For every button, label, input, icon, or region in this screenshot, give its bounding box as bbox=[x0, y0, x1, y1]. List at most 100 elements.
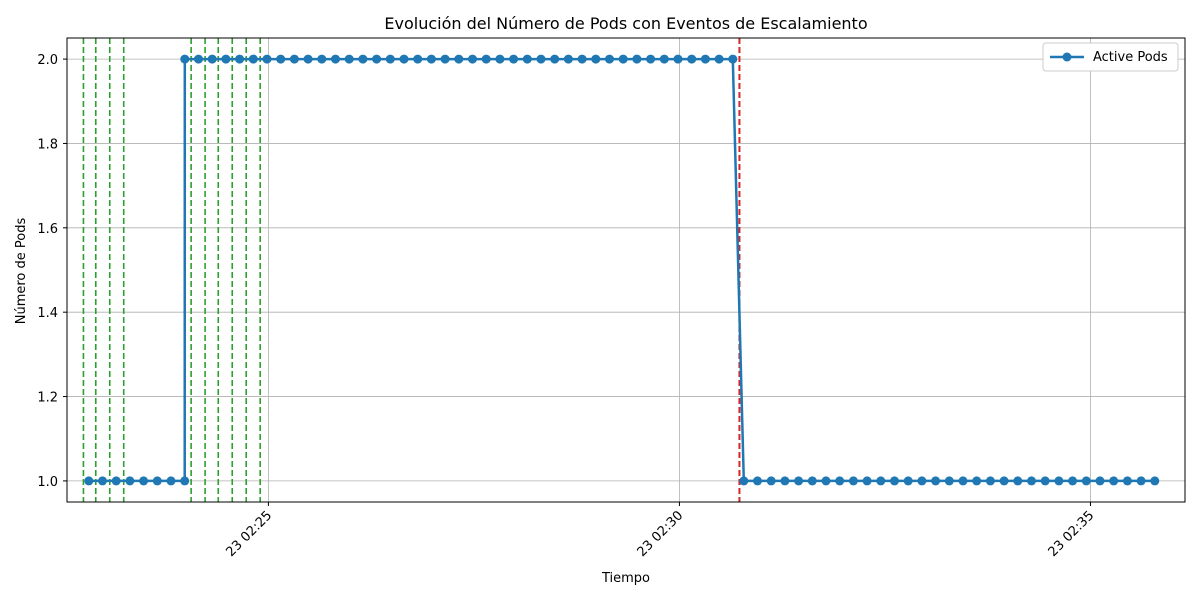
data-point bbox=[481, 54, 491, 64]
y-axis: 1.0 1.2 1.4 1.6 1.8 2.0 bbox=[37, 53, 67, 490]
data-point bbox=[303, 54, 313, 64]
legend-label-active-pods: Active Pods bbox=[1093, 50, 1168, 65]
data-point bbox=[180, 54, 190, 64]
data-point bbox=[605, 54, 614, 64]
chart-title: Evolución del Número de Pods con Eventos… bbox=[384, 14, 867, 33]
x-axis-label: Tiempo bbox=[601, 571, 650, 586]
data-point bbox=[207, 54, 217, 64]
data-point bbox=[522, 54, 532, 64]
data-point bbox=[917, 476, 927, 486]
data-point bbox=[728, 54, 738, 64]
data-point bbox=[1095, 476, 1105, 486]
data-point bbox=[632, 54, 642, 64]
data-point bbox=[591, 54, 601, 64]
data-point bbox=[276, 54, 286, 64]
data-point bbox=[700, 54, 710, 64]
data-point bbox=[985, 476, 995, 486]
legend-marker bbox=[1062, 52, 1072, 62]
data-point bbox=[794, 476, 804, 486]
x-axis: 23 02:25 23 02:30 23 02:35 bbox=[224, 502, 1098, 560]
data-point bbox=[166, 476, 176, 486]
data-point bbox=[344, 54, 354, 64]
data-point bbox=[618, 54, 628, 64]
data-point bbox=[248, 54, 258, 64]
data-point bbox=[180, 476, 190, 486]
data-point bbox=[687, 54, 697, 64]
data-point bbox=[862, 476, 872, 486]
data-point bbox=[152, 476, 162, 486]
scaling-events bbox=[82, 38, 741, 502]
data-point bbox=[903, 476, 913, 486]
data-point bbox=[317, 54, 327, 64]
data-point bbox=[111, 476, 121, 486]
data-point bbox=[139, 476, 149, 486]
data-point bbox=[454, 54, 464, 64]
data-point bbox=[84, 476, 94, 486]
data-point bbox=[385, 54, 395, 64]
data-point bbox=[753, 476, 762, 486]
data-point bbox=[577, 54, 587, 64]
data-point bbox=[931, 476, 941, 486]
legend-box bbox=[1042, 42, 1179, 72]
data-point bbox=[1081, 476, 1091, 486]
data-point bbox=[999, 476, 1009, 486]
data-point bbox=[262, 54, 272, 64]
data-point bbox=[766, 476, 776, 486]
data-point bbox=[673, 54, 683, 64]
data-point bbox=[1136, 476, 1146, 486]
data-point bbox=[659, 54, 669, 64]
data-point bbox=[807, 476, 817, 486]
data-point bbox=[358, 54, 368, 64]
legend: Active Pods bbox=[1042, 42, 1179, 72]
data-point bbox=[714, 54, 724, 64]
data-point bbox=[194, 54, 203, 64]
data-point bbox=[1150, 476, 1160, 486]
data-point bbox=[98, 476, 107, 486]
data-point bbox=[876, 476, 886, 486]
x-tick-label: 23 02:25 bbox=[224, 508, 276, 560]
data-point bbox=[125, 476, 135, 486]
data-point bbox=[1122, 476, 1132, 486]
data-point bbox=[739, 476, 749, 486]
data-point bbox=[780, 476, 790, 486]
data-point bbox=[289, 54, 299, 64]
data-point bbox=[550, 54, 560, 64]
data-point bbox=[221, 54, 231, 64]
series-active-pods bbox=[84, 54, 1160, 486]
data-point bbox=[372, 54, 382, 64]
y-axis-label: Número de Pods bbox=[14, 218, 29, 325]
data-point bbox=[440, 54, 450, 64]
y-tick-label: 1.2 bbox=[37, 391, 58, 406]
data-point bbox=[495, 54, 505, 64]
data-point bbox=[890, 476, 899, 486]
data-point bbox=[468, 54, 477, 64]
y-tick-label: 1.0 bbox=[37, 475, 58, 490]
plot-frame bbox=[66, 37, 1186, 503]
data-point bbox=[331, 54, 340, 64]
data-point bbox=[426, 54, 436, 64]
y-tick-label: 1.6 bbox=[37, 222, 58, 237]
series-line bbox=[88, 57, 1155, 483]
data-point bbox=[848, 476, 858, 486]
data-point bbox=[835, 476, 845, 486]
data-point bbox=[509, 54, 519, 64]
data-point bbox=[413, 54, 423, 64]
data-point bbox=[1013, 476, 1023, 486]
data-point bbox=[1068, 476, 1078, 486]
grid bbox=[67, 38, 1185, 502]
data-point bbox=[646, 54, 656, 64]
data-point bbox=[399, 54, 409, 64]
data-point bbox=[958, 476, 968, 486]
y-tick-label: 2.0 bbox=[37, 53, 58, 68]
data-point bbox=[1054, 476, 1064, 486]
y-tick-label: 1.4 bbox=[37, 306, 58, 321]
data-point bbox=[821, 476, 831, 486]
data-point bbox=[972, 476, 982, 486]
x-tick-label: 23 02:30 bbox=[635, 508, 687, 560]
data-point bbox=[536, 54, 546, 64]
y-tick-label: 1.8 bbox=[37, 137, 58, 152]
data-point bbox=[563, 54, 573, 64]
x-tick-label: 23 02:35 bbox=[1046, 508, 1098, 560]
data-point bbox=[235, 54, 245, 64]
